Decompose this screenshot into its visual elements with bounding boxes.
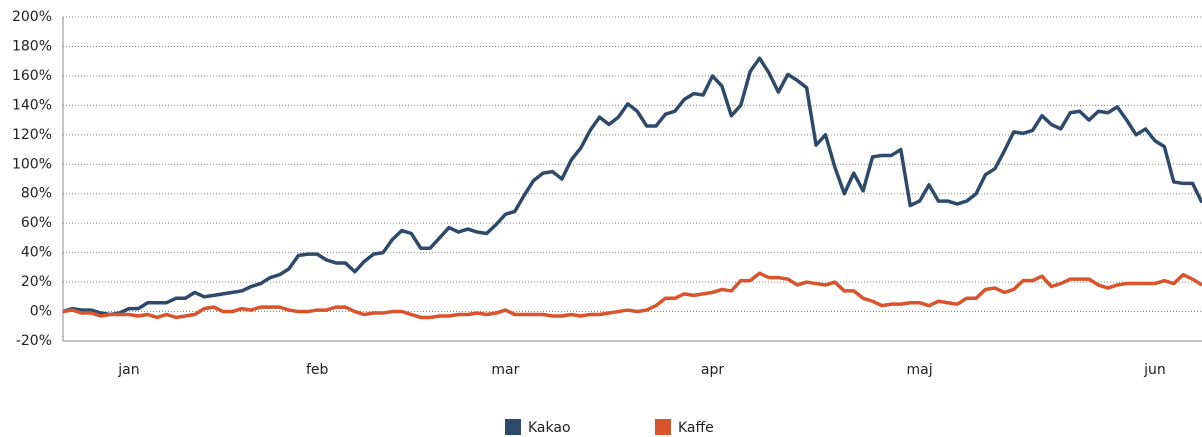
y-tick-label: 80% [21,186,52,202]
legend-swatch [655,419,671,435]
y-tick-label: 100% [12,156,52,172]
y-tick-label: 40% [21,245,52,261]
series-line [62,271,1202,320]
y-tick-label: 200% [12,9,52,25]
y-tick-label: 20% [21,274,52,290]
x-tick-label: mar [491,362,519,378]
y-tick-label: 160% [12,68,52,84]
x-tick-label: jan [117,362,139,378]
x-tick-label: jun [1143,362,1166,378]
y-tick-label: -20% [16,333,52,349]
series-line [62,56,1202,317]
y-tick-label: 0% [30,304,52,320]
y-tick-label: 180% [12,38,52,54]
x-tick-label: maj [907,362,933,378]
legend-label: Kakao [528,420,571,436]
y-tick-label: 120% [12,127,52,143]
y-tick-label: 140% [12,97,52,113]
legend-swatch [505,419,521,435]
x-tick-label: apr [701,362,724,378]
legend-label: Kaffe [678,420,714,436]
y-tick-label: 60% [21,215,52,231]
x-tick-label: feb [306,362,329,378]
